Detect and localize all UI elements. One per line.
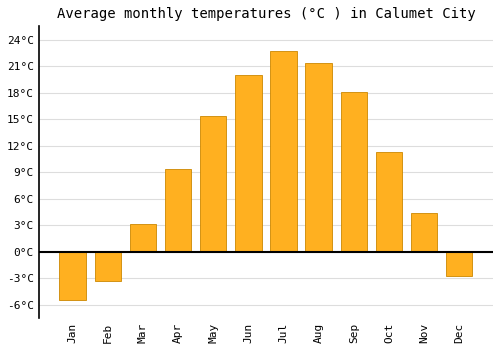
Bar <box>270 51 296 252</box>
Title: Average monthly temperatures (°C ) in Calumet City: Average monthly temperatures (°C ) in Ca… <box>56 7 476 21</box>
Bar <box>165 169 191 252</box>
Bar <box>376 152 402 252</box>
Bar <box>200 117 226 252</box>
Bar <box>411 213 438 252</box>
Bar <box>60 252 86 300</box>
Bar <box>340 92 367 252</box>
Bar <box>446 252 472 276</box>
Bar <box>94 252 121 281</box>
Bar <box>130 224 156 252</box>
Bar <box>235 75 262 252</box>
Bar <box>306 63 332 252</box>
